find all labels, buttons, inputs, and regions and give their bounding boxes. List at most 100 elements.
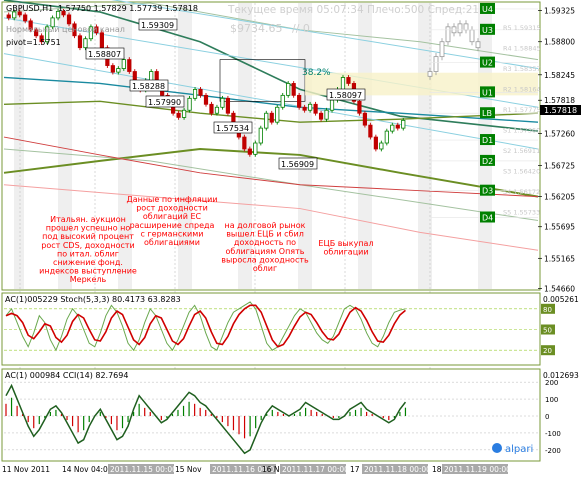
candle (66, 12, 72, 27)
price-tick: 1.54660 (544, 284, 575, 293)
sr-level-label: S1 1.57360 (503, 127, 540, 135)
channel-line (111, 0, 539, 70)
time-cursor-box (280, 464, 346, 474)
time-tick: 16 Nov (262, 465, 289, 474)
candle (94, 24, 99, 36)
time-tick: 2011.11.17 00:00 (282, 465, 349, 474)
candle (55, 8, 61, 21)
pivot-level-badge (480, 211, 495, 223)
price-badges: 1.59309 1.58807 1.58288 1.57990 1.57534 … (85, 18, 366, 170)
cci-line (5, 383, 407, 455)
sr-level-label: S5 1.55733 (503, 209, 540, 217)
pivot-level-badge (480, 184, 495, 196)
badge-4: 1.57990 (148, 98, 181, 107)
indicator-name: Нормальный ценовой канал (6, 25, 125, 34)
candle (209, 101, 214, 116)
alpari-logo: alpari (492, 443, 533, 455)
candle (88, 24, 94, 42)
sr-level-label: R3 1.58357 (503, 65, 541, 73)
stoch-k-line (5, 301, 406, 352)
candle (280, 92, 285, 110)
cci-top-value: 0.012693 (543, 371, 579, 380)
stochastic-panel: 80 50 20 (4, 301, 555, 356)
price-tick: 1.56725 (544, 161, 575, 170)
session-band (58, 3, 72, 289)
candle (362, 110, 368, 128)
candle (214, 104, 220, 116)
cci-panel-frame (1, 368, 541, 462)
pivot-level-d4: D4 (482, 214, 493, 223)
candle (17, 9, 22, 18)
candle (264, 110, 269, 131)
time-tick: 11 Nov 2011 (2, 465, 50, 474)
pivot-level-d3: D3 (482, 187, 493, 196)
candle (198, 87, 203, 98)
candle (34, 27, 39, 39)
balance-suffix: // 0 (292, 22, 310, 35)
stoch-panel-frame (1, 292, 541, 366)
cci-level: -100 (545, 430, 561, 438)
pivot-level-badge (480, 154, 495, 166)
badge-6: 1.58097 (329, 91, 362, 100)
current-price: 1.57818 (544, 106, 577, 115)
pivot-level-badge (480, 23, 495, 35)
candle (401, 117, 406, 131)
badge-5: 1.57534 (216, 124, 249, 133)
time-tick: 15 Nov (175, 465, 202, 474)
ohlc-label: 1.57750 1.57829 1.57739 1.57818 (58, 4, 198, 13)
price-tick: 1.56205 (544, 192, 575, 201)
stoch-d-line (5, 304, 406, 348)
news-italy: Итальян. аукцион прошел успешно но под выс… (39, 215, 137, 284)
cci-panel: 200 100 0 -100 -200 (4, 379, 561, 455)
candle (368, 122, 373, 140)
candle (253, 140, 258, 157)
time-cursor-box (210, 464, 276, 474)
candle (99, 30, 104, 51)
candle (110, 63, 115, 75)
pivot-level-u2: U2 (482, 59, 493, 68)
news-annotations: Итальян. аукцион прошел успешно но под выс… (39, 195, 373, 284)
candle (23, 12, 28, 24)
price-tick: 1.57818 (544, 96, 575, 105)
candle (203, 92, 209, 107)
cci-label: AC(1) 000984 CCI(14) 82.7694 (5, 371, 128, 380)
pivot-level-badge (480, 2, 495, 14)
candle (50, 15, 55, 30)
sr-level-label: S3 1.56420 (503, 168, 540, 176)
candle (187, 95, 192, 113)
stoch-level-badge (541, 303, 555, 314)
sr-level-label: R4 1.58845 (503, 45, 541, 53)
badge-7: 1.56909 (281, 160, 314, 169)
candle (395, 122, 400, 131)
balance-label: $9734.65 (230, 22, 283, 35)
stoch-label: AC(1)005229 Stoch(5,3,3) 80.4173 63.8283 (5, 295, 181, 304)
pivot-level-badge (480, 86, 495, 98)
projection-candle (457, 20, 463, 37)
sr-level-label: R1 1.57775 (503, 106, 541, 114)
pivot-level-u4: U4 (482, 5, 493, 14)
badge-3: 1.58288 (132, 82, 165, 91)
price-axis: 1.59325 1.58800 1.58245 1.57818 1.57260 1.567… (538, 6, 575, 293)
stoch-level: 50 (543, 327, 552, 335)
price-tick: 1.57260 (544, 129, 575, 138)
stoch-level: 80 (543, 306, 552, 314)
cci-level: 100 (545, 396, 558, 404)
candle (286, 81, 291, 98)
time-cursor-box (442, 464, 508, 474)
time-tick: 2011.11.19 00:00 (444, 465, 511, 474)
stoch-level-badge (541, 324, 555, 335)
candle (318, 110, 324, 122)
projection-candle (445, 23, 451, 46)
channel-line (3, 136, 539, 198)
candle (77, 33, 83, 51)
candle (61, 8, 66, 18)
candle (28, 18, 33, 33)
current-price-tag (540, 105, 581, 115)
time-info: Текущее время 05:07:34 Плечо:500 Спред:2… (227, 4, 479, 16)
projection-candle (433, 53, 439, 76)
cci-level: 200 (545, 379, 558, 387)
pivot-levels: U4 U3 U2 U1 LB D1 D2 D3 D4 R5 1.59315 R4 1.58845 R3… (430, 2, 541, 223)
candle (181, 107, 187, 120)
